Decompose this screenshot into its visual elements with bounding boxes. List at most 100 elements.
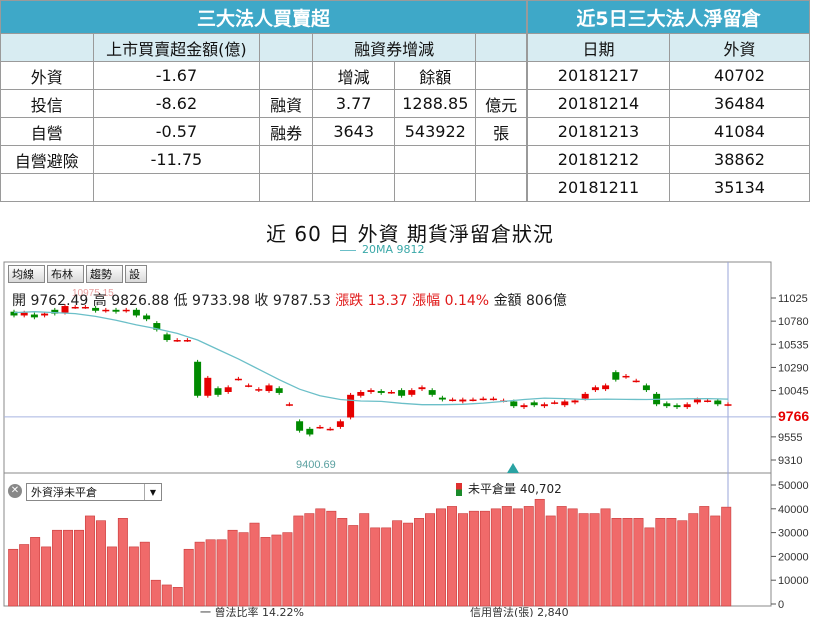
candle-body <box>428 390 436 395</box>
trend-button[interactable]: 趨勢 <box>86 265 123 283</box>
row-date: 20181217 <box>527 61 670 90</box>
candle-body <box>92 307 100 311</box>
candle-body <box>10 311 18 316</box>
row-change: 3.77 <box>311 89 396 118</box>
volume-bar <box>677 520 688 607</box>
candle-body <box>20 312 28 316</box>
bottom-indicator-row: 一 曾法比率 14.22% 信用曾法(張) 2,840 <box>0 606 760 617</box>
volume-bar <box>688 513 699 607</box>
close-circle-icon[interactable]: ✕ <box>8 484 22 498</box>
volume-bar <box>381 527 392 607</box>
foreign-position-table: 近5日三大法人淨留倉 日期 外資 20181217 40702 20181214 3… <box>527 0 810 202</box>
col-foreign: 外資 <box>669 33 810 62</box>
pct-value: 漲幅 0.14% <box>412 293 490 309</box>
candle-body <box>224 387 232 392</box>
bottom-right-text: 信用曾法(張) 2,840 <box>470 606 569 617</box>
candle-body <box>398 390 406 396</box>
table1-title: 三大法人買賣超 <box>0 0 527 34</box>
ma-button[interactable]: 均線 <box>8 265 45 283</box>
volume-tick-label: 40000 <box>778 504 809 516</box>
col-margin: 融資券增減 <box>311 33 477 62</box>
volume-bar <box>655 518 666 607</box>
current-marker-icon <box>507 463 519 473</box>
candle-body <box>438 397 446 400</box>
volume-bar <box>348 525 359 607</box>
candle-body <box>183 340 191 342</box>
candle-body <box>306 428 314 435</box>
row-label: 融券 <box>259 117 313 146</box>
candle-body <box>255 389 263 391</box>
volume-bar <box>468 510 479 607</box>
high-value: 高 9826.88 <box>92 293 170 309</box>
chevron-down-icon[interactable]: ▼ <box>144 484 161 500</box>
volume-bar <box>205 539 216 607</box>
row-balance: 1288.85 <box>394 89 477 118</box>
candle-body <box>418 387 426 390</box>
candle-body <box>683 404 691 408</box>
price-tick-label: 10535 <box>778 339 809 351</box>
candle-body <box>30 314 38 318</box>
candle-body <box>479 398 487 401</box>
high-marker: 10975.15 <box>72 288 114 299</box>
volume-bar <box>710 515 721 607</box>
settings-button[interactable]: 設 <box>125 265 147 283</box>
volume-bar <box>545 515 556 607</box>
candle-body <box>347 394 355 418</box>
row-value: 36484 <box>669 89 810 118</box>
volume-bar <box>556 506 567 607</box>
volume-bar <box>633 518 644 607</box>
candle-body <box>153 323 161 330</box>
volume-bar <box>501 506 512 607</box>
volume-bar <box>63 529 74 607</box>
volume-tick-label: 0 <box>778 599 784 611</box>
bollinger-button[interactable]: 布林 <box>47 265 84 283</box>
candle-body <box>377 391 385 393</box>
volume-bar <box>721 506 732 607</box>
ma20-line <box>13 311 729 406</box>
volume-bar <box>282 532 293 607</box>
col-amount: 上市買賣超金額(億) <box>92 33 261 62</box>
candle-body <box>612 372 620 380</box>
row-label: 融資 <box>259 89 313 118</box>
candle-body <box>459 399 467 402</box>
volume-bar <box>183 548 194 607</box>
indicator-select[interactable]: 外資淨未平倉 ▼ <box>26 483 162 501</box>
candle-body <box>71 306 79 309</box>
volume-bar <box>337 518 348 607</box>
volume-bar <box>41 546 52 607</box>
candle-body <box>489 398 497 401</box>
indicator-select-value: 外資淨未平倉 <box>31 486 97 499</box>
candle-body <box>61 306 69 313</box>
price-tick-label: 10290 <box>778 362 809 374</box>
candle-body <box>622 375 630 378</box>
candle-body <box>234 378 242 381</box>
candle-body <box>724 404 732 406</box>
volume-bar <box>699 506 710 607</box>
row-date: 20181212 <box>527 145 670 174</box>
volume-bar <box>117 518 128 607</box>
volume-bar <box>644 527 655 607</box>
volume-bar <box>370 527 381 607</box>
volume-bar <box>227 529 238 607</box>
oi-legend-text: 未平倉量 40,702 <box>468 482 562 496</box>
candle-body <box>449 399 457 402</box>
row-value: 38862 <box>669 145 810 174</box>
volume-tick-label: 50000 <box>778 480 809 492</box>
price-tick-label: 9555 <box>778 432 802 444</box>
candle-body <box>326 428 334 431</box>
price-tick-label: 10045 <box>778 386 809 398</box>
row-value: 40702 <box>669 61 810 90</box>
volume-bar <box>622 518 633 607</box>
row-value: 41084 <box>669 117 810 146</box>
chart-title: 近 60 日 外資 期貨淨留倉狀況 <box>266 222 554 246</box>
volume-bar <box>128 546 139 607</box>
candle-body <box>81 306 89 309</box>
bottom-left-text: 一 曾法比率 14.22% <box>200 606 304 617</box>
candle-body <box>285 404 293 406</box>
candle-body <box>530 402 538 406</box>
volume-bar <box>403 522 414 607</box>
volume-bar <box>293 515 304 607</box>
candle-body <box>602 385 610 390</box>
candle-body <box>591 387 599 391</box>
